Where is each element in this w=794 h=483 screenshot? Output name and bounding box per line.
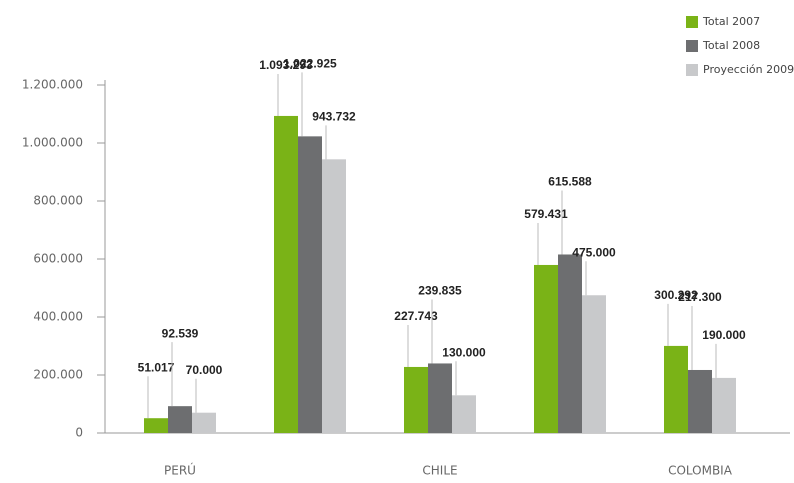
value-label: 70.000: [186, 363, 223, 377]
y-tick-label: 400.000: [33, 310, 83, 324]
bar: [582, 295, 606, 433]
x-tick-label: CHILE: [422, 464, 457, 478]
bar: [404, 366, 428, 433]
bar: [298, 136, 322, 433]
value-label: 615.588: [548, 175, 592, 189]
value-label: 475.000: [572, 245, 616, 259]
y-tick-label: 1.200.000: [22, 78, 83, 92]
value-label: 51.017: [138, 360, 175, 374]
y-tick-label: 200.000: [33, 368, 83, 382]
legend-swatch: [686, 40, 698, 52]
bar: [534, 264, 558, 433]
value-label: 217.300: [678, 290, 722, 304]
bar: [428, 363, 452, 433]
bar: [558, 254, 582, 433]
bar: [664, 345, 688, 433]
bar: [192, 412, 216, 433]
x-tick-label: PERÚ: [164, 463, 196, 478]
value-label: 943.732: [312, 109, 356, 123]
value-label: 239.835: [418, 284, 462, 298]
value-label: 1.022.925: [283, 57, 337, 71]
bar: [452, 395, 476, 433]
value-label: 579.431: [524, 207, 568, 221]
bar: [144, 418, 168, 433]
bar: [274, 115, 298, 433]
value-label: 92.539: [162, 326, 199, 340]
bar: [712, 377, 736, 433]
legend-label: Proyección 2009: [703, 63, 794, 76]
value-label: 227.743: [394, 309, 438, 323]
y-tick-label: 0: [75, 426, 83, 440]
legend-swatch: [686, 64, 698, 76]
value-label: 130.000: [442, 345, 486, 359]
legend-label: Total 2008: [702, 39, 760, 52]
bar: [688, 369, 712, 433]
value-label: 190.000: [702, 328, 746, 342]
bar: [322, 159, 346, 433]
x-tick-label: COLOMBIA: [668, 464, 733, 478]
y-tick-label: 800.000: [33, 194, 83, 208]
value-label: 1.093.293: [259, 58, 313, 72]
value-label: 300.292: [654, 288, 698, 302]
legend-label: Total 2007: [702, 15, 760, 28]
y-tick-label: 1.000.000: [22, 136, 83, 150]
bar: [168, 406, 192, 433]
legend-swatch: [686, 16, 698, 28]
y-tick-label: 600.000: [33, 252, 83, 266]
